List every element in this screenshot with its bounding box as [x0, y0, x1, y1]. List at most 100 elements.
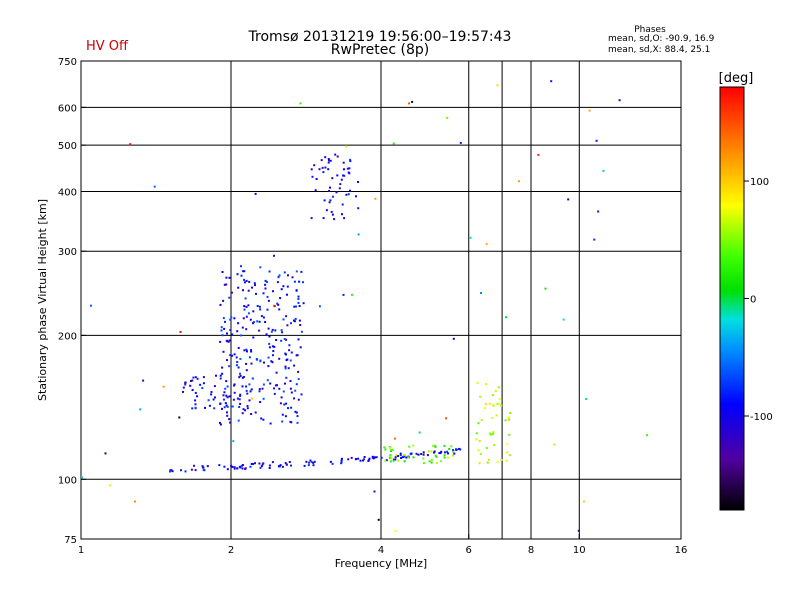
echo-point [290, 464, 292, 467]
echo-point [498, 402, 501, 405]
echo-point [224, 402, 227, 405]
echo-point [258, 390, 261, 393]
echo-point [235, 364, 238, 367]
echo-point [553, 443, 556, 446]
echo-point [239, 466, 242, 469]
echo-point [346, 167, 349, 170]
echo-point [399, 454, 402, 457]
echo-point [298, 280, 301, 283]
echo-point [597, 210, 600, 213]
echo-point [219, 423, 222, 426]
echo-point [286, 293, 288, 296]
echo-point [269, 382, 272, 385]
echo-point [284, 462, 287, 465]
echo-point [237, 347, 240, 349]
echo-point [483, 407, 486, 410]
echo-point [191, 389, 194, 391]
echo-point [228, 418, 231, 421]
echo-point [334, 153, 337, 156]
echo-point [328, 190, 330, 192]
echo-point [238, 398, 241, 401]
echo-point [290, 406, 293, 409]
echo-point [357, 207, 360, 210]
echo-point [267, 356, 270, 359]
echo-point [288, 461, 291, 463]
echo-point [268, 342, 271, 345]
echo-point [446, 116, 449, 119]
echo-point [248, 356, 251, 359]
echo-point [281, 331, 284, 334]
echo-point [335, 191, 338, 194]
echo-point [262, 462, 265, 465]
echo-point [343, 174, 346, 177]
echo-point [509, 412, 512, 414]
echo-point [390, 449, 393, 452]
echo-point [268, 335, 271, 338]
echo-point [271, 361, 274, 364]
echo-point [267, 327, 270, 330]
echo-point [343, 217, 346, 220]
y-tick-label: 400 [58, 187, 77, 198]
echo-point [391, 448, 394, 451]
echo-point [252, 322, 254, 325]
echo-point [475, 432, 478, 435]
echo-point [281, 420, 284, 423]
echo-point [297, 338, 300, 341]
echo-point [278, 387, 281, 390]
echo-point [440, 450, 443, 453]
echo-point [276, 302, 279, 305]
echo-point [498, 397, 501, 400]
echo-point [268, 467, 271, 469]
echo-point [218, 464, 221, 467]
echo-point [325, 209, 328, 212]
echo-point [493, 444, 495, 446]
echo-point [488, 432, 491, 435]
echo-point [194, 391, 197, 394]
echo-point [214, 396, 216, 399]
echo-point [260, 417, 263, 420]
echo-point [221, 372, 224, 375]
echo-points [81, 80, 649, 533]
echo-point [279, 464, 282, 467]
echo-point [318, 305, 321, 308]
echo-point [447, 452, 449, 455]
echo-point [341, 213, 343, 216]
echo-point [274, 329, 277, 332]
echo-point [322, 171, 325, 174]
echo-point [279, 402, 282, 405]
echo-point [408, 445, 411, 448]
echo-point [265, 333, 268, 336]
echo-point [508, 433, 511, 436]
y-tick-label: 500 [58, 141, 77, 152]
echo-point [190, 380, 192, 382]
echo-point [285, 315, 288, 318]
echo-point [308, 461, 310, 464]
echo-point [299, 102, 302, 105]
echo-point [246, 392, 249, 395]
echo-point [389, 447, 391, 450]
echo-point [267, 365, 270, 368]
echo-point [420, 453, 423, 455]
echo-point [228, 276, 231, 279]
echo-point [256, 358, 259, 361]
echo-point [264, 321, 267, 323]
echo-point [329, 186, 331, 189]
echo-point [225, 339, 228, 342]
echo-point [285, 353, 287, 356]
echo-point [389, 454, 392, 457]
echo-point [245, 385, 248, 388]
echo-point [388, 456, 391, 459]
echo-point [430, 450, 433, 453]
echo-point [452, 454, 454, 457]
echo-point [250, 463, 253, 465]
echo-point [282, 390, 285, 393]
echo-point [407, 456, 409, 459]
echo-point [284, 367, 287, 370]
echo-point [294, 389, 297, 392]
echo-point [224, 387, 227, 390]
echo-point [508, 416, 510, 419]
axis-ticks: 1 2 4 6 8 10 16 75 100 200 300 400 500 600 750 [58, 57, 687, 556]
echo-point [487, 458, 490, 461]
echo-point [494, 390, 497, 393]
